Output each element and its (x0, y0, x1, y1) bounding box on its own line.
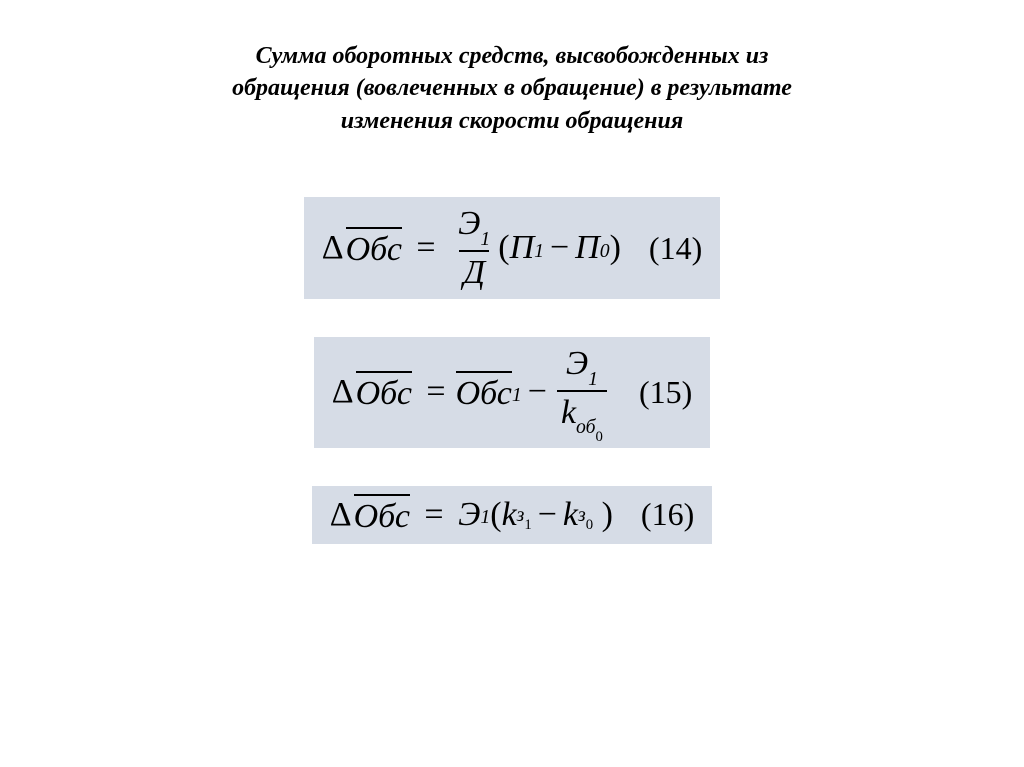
formula-16: Δ Обс = Э1 ( kз1 − kз0 ) (16) (312, 486, 712, 544)
formula-14: Δ Обс = Э1 Д ( П1 − П0 ) (14) (304, 197, 720, 299)
fraction: Э1 kоб0 (557, 345, 607, 439)
title-line1: Сумма оборотных средств, высвобожденных … (256, 43, 769, 69)
equation-number: (14) (649, 230, 702, 267)
equation-16: Δ Обс = Э1 ( kз1 − kз0 ) (16) (330, 494, 694, 536)
e-symbol: Э (458, 496, 480, 534)
formula-list: Δ Обс = Э1 Д ( П1 − П0 ) (14) Δ Обс = (0, 197, 1024, 543)
k-symbol: k (561, 394, 576, 431)
d-symbol: Д (463, 254, 485, 291)
k-symbol: k (563, 496, 578, 534)
obs-symbol: Обс (354, 498, 410, 535)
delta-symbol: Δ (322, 229, 344, 267)
sub-1: 1 (534, 240, 544, 263)
title-line2: обращения (вовлеченных в обращение) в ре… (232, 75, 792, 101)
delta-symbol: Δ (330, 496, 352, 534)
sub-0: 0 (600, 240, 610, 263)
formula-15: Δ Обс = Обс1 − Э1 kоб0 (15) (314, 337, 711, 447)
fraction: Э1 Д (454, 205, 494, 291)
p-symbol: П (510, 229, 535, 267)
slide-title: Сумма оборотных средств, высвобожденных … (87, 40, 937, 137)
equation-number: (15) (639, 374, 692, 411)
sub-1: 1 (524, 517, 531, 533)
sub-1: 1 (512, 384, 522, 407)
slide: Сумма оборотных средств, высвобожденных … (0, 0, 1024, 767)
k-symbol: k (502, 496, 517, 534)
e-symbol: Э (458, 205, 480, 242)
equation-15: Δ Обс = Обс1 − Э1 kоб0 (15) (332, 345, 693, 439)
title-line3: изменения скорости обращения (341, 108, 683, 134)
delta-symbol: Δ (332, 373, 354, 411)
z-subscript: з (578, 504, 586, 526)
sub-0: 0 (596, 429, 603, 445)
sub-1: 1 (480, 228, 490, 250)
obs-symbol: Обс (356, 375, 412, 412)
sub-1: 1 (588, 368, 598, 390)
sub-1: 1 (480, 506, 490, 529)
e-symbol: Э (566, 345, 588, 382)
equation-number: (16) (641, 496, 694, 533)
p-symbol: П (575, 229, 600, 267)
obs-symbol: Обс (346, 231, 402, 268)
equation-14: Δ Обс = Э1 Д ( П1 − П0 ) (14) (322, 205, 702, 291)
sub-0: 0 (586, 517, 593, 533)
ob-subscript: об (576, 416, 596, 438)
obs-symbol: Обс (456, 375, 512, 412)
